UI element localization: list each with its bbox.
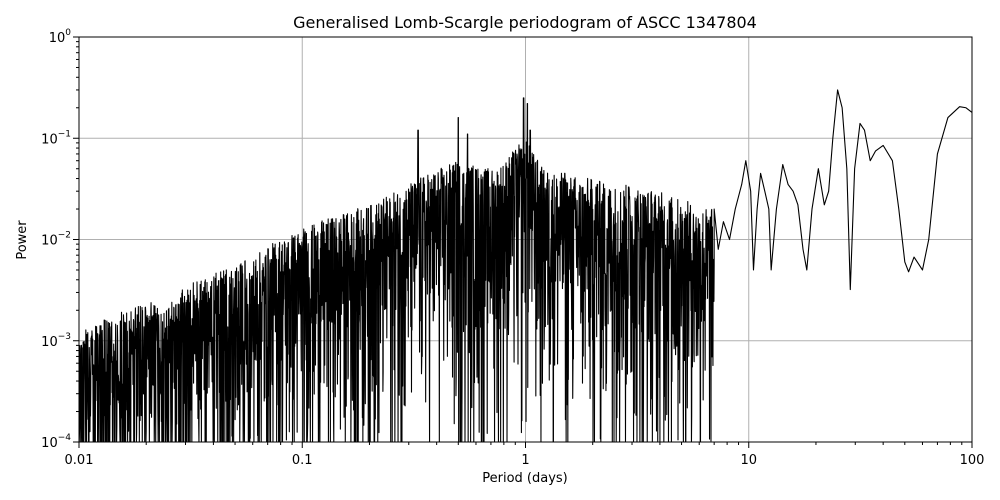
x-tick-label: 0.1 [292,453,313,468]
periodogram-line [79,89,972,442]
y-tick-label: 10−2 [41,231,71,249]
x-tick-label: 10 [740,453,757,468]
y-tick-label: 10−3 [41,332,71,350]
ticks [73,36,973,448]
x-tick-labels: 0.01 0.1 1 10 100 [65,453,985,468]
x-tick-label: 100 [960,453,985,468]
y-tick-labels: 10−4 10−3 10−2 10−1 100 [41,28,71,451]
y-tick-label: 10−1 [41,129,71,147]
y-tick-label: 10−4 [41,433,71,451]
x-axis-label: Period (days) [482,471,568,486]
x-tick-label: 1 [521,453,529,468]
chart-title: Generalised Lomb-Scargle periodogram of … [293,13,757,32]
y-axis-label: Power [15,220,30,260]
x-tick-label: 0.01 [65,453,94,468]
y-tick-label: 100 [49,28,72,46]
periodogram-series [79,89,972,442]
